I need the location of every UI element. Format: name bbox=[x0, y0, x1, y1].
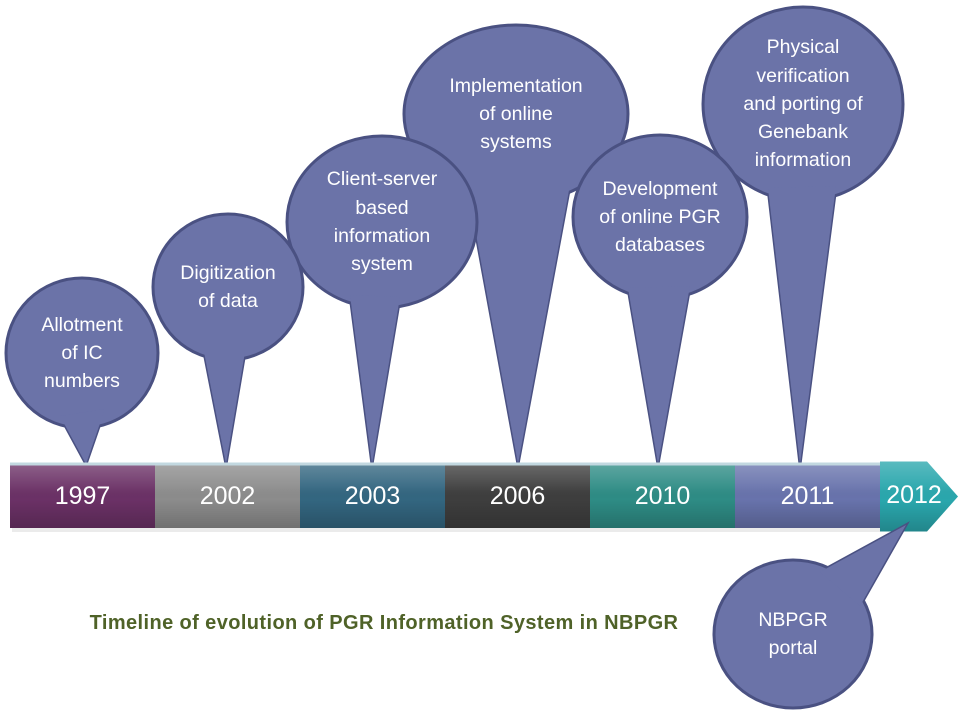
callout-digitization bbox=[151, 212, 305, 465]
callout-tail bbox=[467, 185, 570, 464]
callout-bubble bbox=[4, 276, 160, 430]
callout-tail bbox=[204, 352, 245, 464]
callout-tail bbox=[350, 295, 400, 464]
callout-bubble bbox=[151, 212, 305, 362]
bar-highlight-line bbox=[10, 462, 880, 466]
bar-shadow bbox=[12, 528, 880, 532]
callout-physical-verification bbox=[701, 5, 905, 465]
bar-shading bbox=[10, 465, 880, 528]
timeline-bar bbox=[10, 461, 958, 532]
callout-bubble bbox=[712, 558, 874, 710]
callout-nbpgr-portal bbox=[712, 521, 910, 710]
callout-allotment bbox=[4, 276, 160, 468]
callout-tail bbox=[60, 409, 105, 464]
callout-implementation bbox=[402, 23, 630, 465]
callout-tail bbox=[768, 186, 836, 464]
callout-development bbox=[571, 133, 749, 465]
callout-tail bbox=[820, 525, 906, 606]
callout-client-server bbox=[285, 134, 479, 465]
callout-bubble bbox=[571, 133, 749, 301]
callout-bubble bbox=[285, 134, 479, 310]
slide-caption: Timeline of evolution of PGR Information… bbox=[89, 612, 679, 634]
callout-tail bbox=[628, 286, 690, 464]
arrow-shading bbox=[880, 461, 958, 532]
